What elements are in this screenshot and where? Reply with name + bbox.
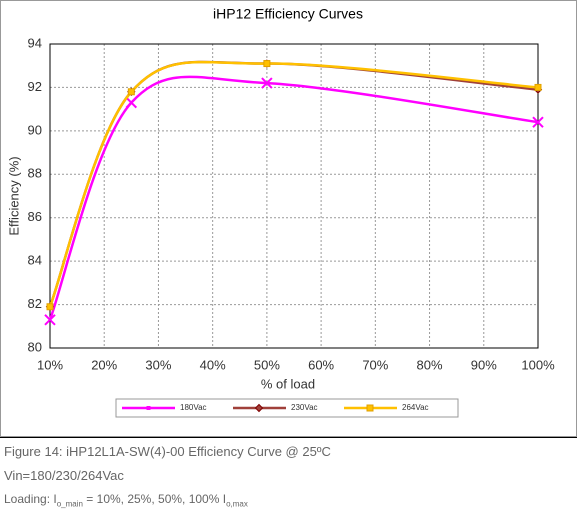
- marker: [263, 60, 271, 68]
- x-tick-label: 60%: [308, 357, 334, 372]
- marker: [46, 303, 54, 311]
- marker: [146, 406, 151, 410]
- text: Loading: I: [4, 492, 57, 506]
- caption-loading: Loading: Io_main = 10%, 25%, 50%, 100% I…: [4, 492, 248, 508]
- plot-border: [49, 43, 539, 349]
- legend-label: 230Vac: [291, 403, 318, 412]
- marker: [366, 404, 374, 412]
- y-tick-label: 82: [28, 296, 42, 311]
- y-tick-label: 94: [28, 35, 42, 50]
- y-tick-label: 88: [28, 166, 42, 181]
- marker: [125, 96, 138, 109]
- x-tick-label: 40%: [200, 357, 226, 372]
- y-tick-label: 86: [28, 209, 42, 224]
- x-tick-label: 90%: [471, 357, 497, 372]
- marker: [254, 403, 264, 413]
- marker: [532, 116, 544, 128]
- x-tick-label: 50%: [254, 357, 280, 372]
- legend-label: 264Vac: [402, 403, 429, 412]
- marker: [534, 83, 542, 91]
- subscript: o,max: [226, 499, 248, 509]
- x-tick-label: 70%: [362, 357, 388, 372]
- marker: [261, 77, 273, 89]
- subscript: o_main: [56, 499, 83, 509]
- y-tick-label: 80: [28, 339, 42, 354]
- chart-frame: [0, 0, 577, 437]
- x-tick-label: 100%: [521, 357, 555, 372]
- x-axis-label: % of load: [261, 376, 315, 391]
- x-tick-label: 10%: [37, 357, 63, 372]
- text: = 10%, 25%, 50%, 100% I: [82, 492, 227, 506]
- series-line: [48, 60, 539, 308]
- caption-figure: Figure 14: iHP12L1A-SW(4)-00 Efficiency …: [4, 444, 331, 459]
- caption: Figure 14: iHP12L1A-SW(4)-00 Efficiency …: [0, 437, 577, 518]
- x-tick-label: 30%: [145, 357, 171, 372]
- chart: iHP12 Efficiency Curves % of load Effici…: [0, 0, 577, 437]
- x-tick-label: 20%: [91, 357, 117, 372]
- y-axis-label: Efficiency (%): [6, 156, 21, 235]
- legend-box: [115, 398, 459, 418]
- marker: [44, 314, 56, 326]
- legend-label: 180Vac: [180, 403, 207, 412]
- y-tick-label: 92: [28, 79, 42, 94]
- chart-title: iHP12 Efficiency Curves: [213, 6, 363, 22]
- caption-vin: Vin=180/230/264Vac: [4, 468, 124, 483]
- marker: [127, 88, 135, 96]
- y-tick-label: 90: [28, 122, 42, 137]
- series-line: [48, 75, 539, 321]
- y-tick-label: 84: [28, 253, 42, 268]
- x-tick-label: 80%: [417, 357, 443, 372]
